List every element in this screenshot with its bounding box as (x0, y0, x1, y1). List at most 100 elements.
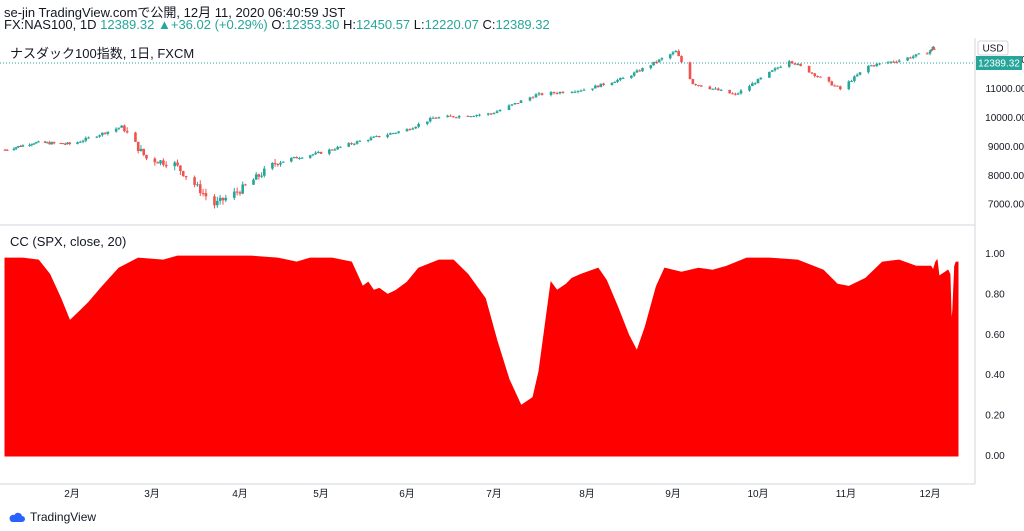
candle-body (616, 79, 619, 82)
price-candle (507, 104, 511, 111)
price-tick-label: 9000.00 (988, 142, 1024, 153)
candle-body (807, 65, 811, 73)
candle-body (576, 90, 580, 92)
candle-body (254, 174, 258, 180)
price-candle (339, 146, 342, 149)
price-candle (59, 142, 63, 145)
price-candle (478, 113, 481, 117)
candle-body (552, 92, 556, 94)
tradingview-brand[interactable]: TradingView (8, 510, 96, 524)
price-candle (142, 148, 146, 157)
price-candle (455, 116, 458, 119)
candle-body (657, 59, 661, 63)
candle-body (233, 191, 236, 198)
price-candle (271, 162, 274, 171)
candle-body (641, 68, 644, 72)
candle-body (925, 53, 929, 55)
price-candle (906, 57, 909, 62)
price-candle (897, 59, 901, 63)
price-candle (308, 154, 312, 159)
candle-body (352, 143, 356, 145)
candle-body (869, 65, 873, 67)
candle-body (218, 197, 222, 201)
price-candle (394, 132, 398, 134)
price-candle (711, 88, 714, 91)
candle-body (221, 197, 225, 201)
price-candle (495, 109, 499, 114)
price-candle (391, 132, 395, 135)
price-candle (292, 156, 296, 159)
price-candle (858, 72, 862, 76)
candle-body (573, 91, 577, 93)
price-candle (139, 145, 143, 152)
candle-body (528, 97, 532, 101)
candle-body (906, 57, 909, 61)
candle-body (779, 66, 783, 68)
price-candle (610, 82, 614, 86)
candle-body (489, 113, 493, 115)
price-candle (241, 181, 244, 195)
last-price-tag-label: 12389.32 (978, 59, 1020, 70)
candle-body (408, 129, 412, 131)
y-axis-labels: 7000.008000.009000.0010000.0011000.00120… (985, 55, 1024, 462)
price-candle (708, 85, 712, 90)
candle-body (728, 89, 731, 94)
time-tick-label: 4月 (232, 488, 248, 500)
price-candle (37, 140, 40, 143)
candle-body (561, 91, 565, 93)
candle-body (3, 149, 7, 151)
price-candle (878, 63, 881, 66)
price-candle (552, 91, 556, 95)
price-candle (449, 114, 452, 117)
candle-body (621, 77, 625, 79)
chart-frame (0, 38, 976, 485)
price-candle (799, 63, 802, 67)
candle-body (273, 162, 277, 165)
candle-body (773, 68, 777, 71)
candle-body (271, 162, 274, 169)
candle-body (81, 140, 85, 142)
candle-body (184, 176, 188, 178)
price-candle (895, 60, 898, 64)
candle-body (411, 128, 415, 130)
publish-info: se-jin TradingView.comで公開, 12月 11, 2020 … (4, 5, 346, 20)
candle-body (632, 72, 636, 76)
candle-body (244, 184, 247, 186)
candle-body (87, 137, 90, 139)
price-candle (414, 126, 417, 130)
price-candle (728, 89, 731, 94)
price-pane-title: ナスダック100指数, 1日, FXCM (10, 46, 195, 61)
candle-body (434, 117, 438, 119)
candle-body (238, 192, 242, 194)
price-candle (668, 53, 672, 60)
price-candles (3, 45, 936, 209)
candle-body (591, 88, 594, 90)
price-candle (466, 115, 470, 117)
price-candle (252, 178, 255, 185)
price-candle (221, 197, 225, 205)
price-candle (204, 188, 208, 201)
price-candle (215, 196, 219, 208)
price-candle (84, 136, 88, 143)
cloud-logo-icon (9, 512, 25, 522)
candle-body (819, 76, 822, 78)
candle-body (495, 111, 499, 114)
candle-body (314, 152, 317, 155)
candle-body (813, 73, 817, 77)
price-candle (372, 135, 376, 138)
candle-body (333, 149, 337, 151)
candle-body (298, 158, 301, 160)
price-candle (173, 160, 177, 171)
price-candle (855, 73, 859, 77)
candle-body (872, 65, 876, 67)
price-candle (736, 92, 740, 96)
low-label: L: (413, 17, 425, 32)
price-candle (680, 55, 683, 63)
candle-body (142, 148, 146, 155)
candle-body (932, 48, 936, 50)
price-candle (759, 77, 763, 81)
candle-body (235, 191, 239, 193)
candle-body (391, 133, 395, 135)
price-candle (162, 158, 165, 167)
